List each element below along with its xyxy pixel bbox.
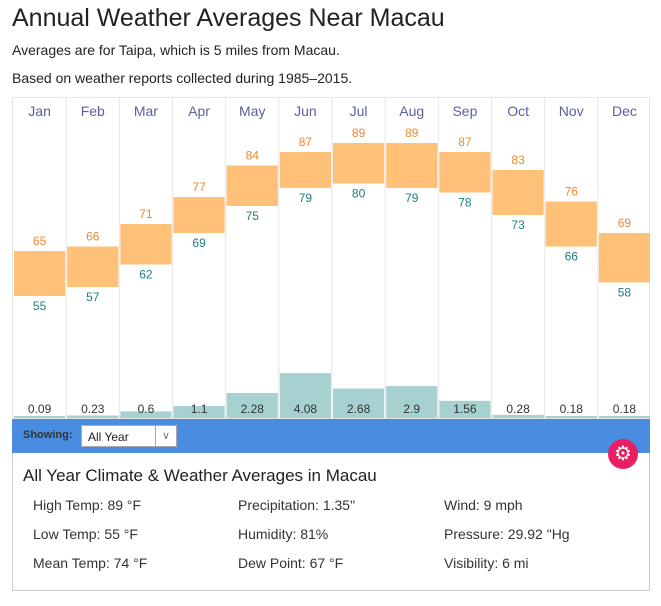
period-select-value: All Year	[88, 430, 129, 444]
chart-svg: Jan 65 55 0.09 Feb 66 57 0.23 Mar 71 62 0.6 Apr 77 69 1…	[14, 98, 650, 420]
month-label: Mar	[134, 103, 158, 119]
summary-stat: Low Temp: 55 °F	[33, 526, 138, 542]
summary-stat: Pressure: 29.92 "Hg	[444, 526, 570, 542]
low-temp-label: 80	[352, 187, 366, 201]
low-temp-label: 73	[511, 218, 525, 232]
high-temp-label: 89	[352, 126, 366, 140]
high-temp-label: 77	[192, 180, 206, 194]
summary-stat: Visibility: 6 mi	[444, 555, 529, 571]
period-select[interactable]: All Year ∨	[81, 425, 177, 447]
summary-stat: High Temp: 89 °F	[33, 497, 142, 513]
precip-bar	[120, 411, 172, 418]
low-temp-label: 66	[565, 250, 579, 264]
temp-range-bar	[279, 152, 331, 188]
high-temp-label: 76	[565, 185, 579, 199]
temp-range-bar	[173, 197, 225, 233]
temp-range-bar	[67, 246, 119, 287]
precip-bar	[14, 416, 66, 418]
month-label: Apr	[188, 103, 210, 119]
precip-label: 1.1	[191, 402, 208, 416]
low-temp-label: 55	[33, 299, 47, 313]
temp-range-bar	[120, 224, 172, 265]
summary-stat: Humidity: 81%	[238, 526, 329, 542]
low-temp-label: 57	[86, 290, 100, 304]
subtitle-period: Based on weather reports collected durin…	[12, 70, 353, 86]
temp-range-bar	[386, 143, 438, 188]
temp-range-bar	[226, 165, 278, 206]
precip-bar	[173, 405, 225, 418]
precip-bar	[279, 373, 331, 418]
month-label: Jan	[28, 103, 51, 119]
low-temp-label: 58	[618, 286, 632, 300]
temp-range-bar	[545, 201, 597, 247]
precip-label: 0.18	[560, 402, 584, 416]
low-temp-label: 78	[458, 196, 472, 210]
precip-bar	[386, 386, 438, 418]
temp-range-bar	[333, 143, 385, 184]
temp-range-bar	[492, 170, 544, 215]
filter-bar: Showing: All Year ∨	[12, 419, 650, 453]
precip-bar	[226, 392, 278, 418]
high-temp-label: 87	[458, 135, 472, 149]
temp-range-bar	[598, 233, 650, 283]
month-label: Jul	[350, 103, 368, 119]
precip-label: 2.68	[347, 402, 371, 416]
high-temp-label: 69	[618, 216, 632, 230]
summary-heading: All Year Climate & Weather Averages in M…	[23, 466, 377, 485]
precip-bar	[67, 415, 119, 418]
precip-label: 1.56	[453, 402, 477, 416]
page-title: Annual Weather Averages Near Macau	[12, 4, 445, 32]
precip-label: 0.6	[138, 402, 155, 416]
summary-panel: All Year Climate & Weather Averages in M…	[12, 453, 650, 591]
precip-bar	[333, 388, 385, 418]
month-label: Aug	[399, 103, 424, 119]
precip-label: 0.09	[28, 402, 52, 416]
showing-label: Showing:	[23, 429, 73, 441]
precip-label: 0.23	[81, 402, 105, 416]
settings-gear-button[interactable]: ⚙	[608, 439, 638, 469]
month-label: Jun	[294, 103, 317, 119]
weather-chart: Jan 65 55 0.09 Feb 66 57 0.23 Mar 71 62 0.6 Apr 77 69 1…	[12, 97, 650, 420]
summary-stat: Mean Temp: 74 °F	[33, 555, 148, 571]
temp-range-bar	[439, 152, 491, 193]
month-label: May	[239, 103, 265, 119]
summary-stat: Dew Point: 67 °F	[238, 555, 344, 571]
precip-label: 2.9	[403, 402, 420, 416]
month-label: Feb	[81, 103, 105, 119]
high-temp-label: 65	[33, 234, 47, 248]
precip-bar	[439, 400, 491, 418]
low-temp-label: 69	[192, 236, 206, 250]
precip-label: 0.18	[613, 402, 637, 416]
high-temp-label: 87	[299, 135, 313, 149]
temp-range-bar	[14, 251, 66, 296]
low-temp-label: 79	[405, 191, 419, 205]
precip-bar	[545, 416, 597, 418]
month-label: Dec	[612, 103, 637, 119]
precip-bar	[492, 414, 544, 418]
month-label: Nov	[559, 103, 584, 119]
low-temp-label: 62	[139, 268, 153, 282]
low-temp-label: 75	[246, 209, 260, 223]
summary-stat: Wind: 9 mph	[444, 497, 523, 513]
high-temp-label: 66	[86, 230, 100, 244]
high-temp-label: 84	[246, 149, 260, 163]
precip-bar	[598, 416, 650, 418]
low-temp-label: 79	[299, 191, 313, 205]
precip-label: 4.08	[294, 402, 318, 416]
high-temp-label: 83	[511, 153, 525, 167]
month-label: Oct	[507, 103, 529, 119]
high-temp-label: 71	[139, 207, 153, 221]
month-label: Sep	[452, 103, 477, 119]
chevron-down-icon: ∨	[155, 426, 176, 446]
subtitle-location: Averages are for Taipa, which is 5 miles…	[12, 42, 340, 58]
precip-label: 0.28	[506, 402, 530, 416]
summary-stat: Precipitation: 1.35"	[238, 497, 356, 513]
precip-label: 2.28	[241, 402, 265, 416]
high-temp-label: 89	[405, 126, 419, 140]
